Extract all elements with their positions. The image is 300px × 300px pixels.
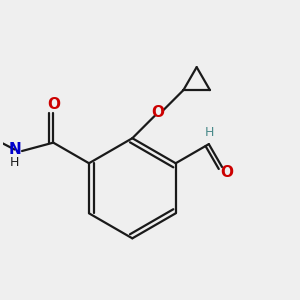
- Text: O: O: [220, 165, 233, 180]
- Text: H: H: [205, 126, 214, 140]
- Text: H: H: [10, 156, 19, 169]
- Text: N: N: [8, 142, 21, 157]
- Text: O: O: [47, 97, 60, 112]
- Text: O: O: [152, 106, 165, 121]
